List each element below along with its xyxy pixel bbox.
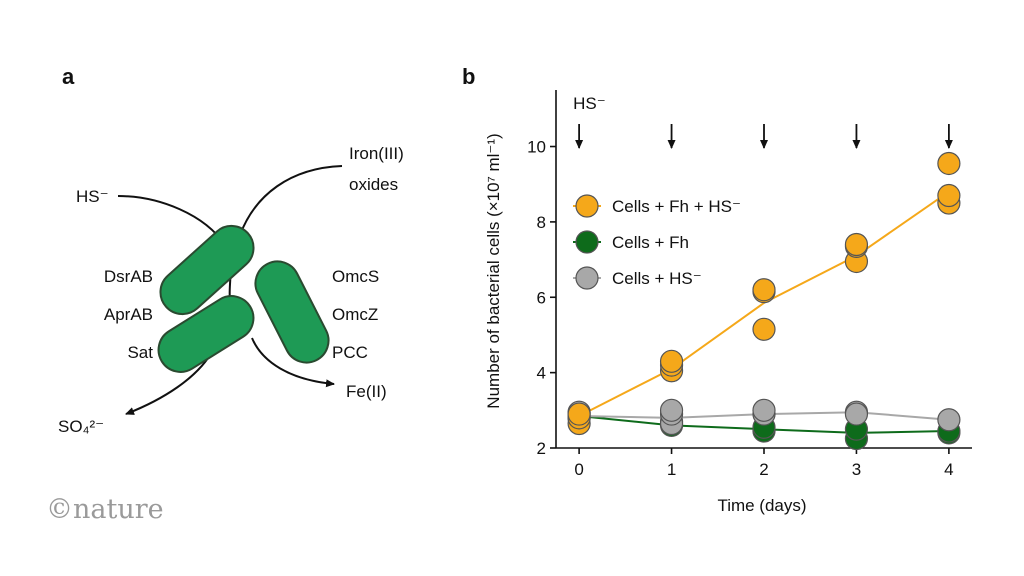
y-axis-title: Number of bacterial cells (×10⁷ ml⁻¹) [484,133,503,408]
bacterium-shape [159,224,255,316]
chart-axes: 2 4 6 8 10 0 1 2 3 4 Time (days) Number of bacteria… [484,90,972,515]
legend-label: Cells + HS⁻ [612,269,702,288]
nature-watermark: ©nature [46,494,164,525]
legend-marker [575,194,599,218]
growth-chart: 2 4 6 8 10 0 1 2 3 4 Time (days) Number of bacteria… [484,90,972,515]
x-tick-label: 0 [574,460,583,479]
legend-label: Cells + Fh [612,233,689,252]
protein-label-pcc: PCC [332,343,368,362]
data-point [844,402,869,426]
data-point [937,151,961,176]
legend-label: Cells + Fh + HS⁻ [612,197,741,216]
protein-label-omcz: OmcZ [332,305,378,324]
x-tick-label: 1 [667,460,676,479]
y-tick-label: 6 [537,288,546,307]
data-point [752,278,776,302]
data-point [752,317,776,341]
legend-marker [575,230,599,254]
series-points [567,151,961,451]
y-tick-label: 2 [537,439,546,458]
x-tick-label: 4 [944,460,953,479]
iron-oxides-label-line1: Iron(III) [349,144,404,163]
legend-marker [575,266,599,290]
panel-b-label: b [462,64,475,89]
protein-label-aprab: AprAB [104,305,153,324]
y-tick-label: 8 [537,213,546,232]
protein-label-omcs: OmcS [332,267,379,286]
hs-annotation-label: HS⁻ [573,94,606,113]
protein-label-sat: Sat [127,343,153,362]
series-line [578,190,950,417]
chart-legend: Cells + Fh + HS⁻ Cells + Fh Cells + HS⁻ [573,194,741,290]
y-tick-label: 10 [527,138,546,157]
data-point [844,232,869,257]
sulfate-label: SO₄²⁻ [58,417,104,436]
data-point [752,398,776,422]
x-axis-title: Time (days) [717,496,806,515]
hs-label: HS⁻ [76,187,109,206]
protein-label-dsrab: DsrAB [104,267,153,286]
iron-oxide-curve [239,165,343,236]
iron-oxides-label-line2: oxides [349,175,398,194]
bacterium-shape [254,260,330,364]
iron-ii-output-arrow [251,337,335,388]
data-point [937,183,961,208]
x-tick-label: 2 [759,460,768,479]
data-point [937,408,961,432]
x-tick-label: 3 [852,460,861,479]
y-tick-label: 4 [537,364,546,383]
hs-addition-arrows: HS⁻ [573,94,953,149]
data-point [567,402,591,426]
fe-ii-label: Fe(II) [346,382,387,401]
panel-a-diagram: HS⁻ Iron(III) oxides DsrAB AprAB Sat Omc… [58,144,404,436]
bacterium-shape [157,295,255,373]
data-point [659,349,684,373]
data-point [659,398,684,422]
series-lines [578,190,950,434]
panel-a-label: a [62,64,75,89]
